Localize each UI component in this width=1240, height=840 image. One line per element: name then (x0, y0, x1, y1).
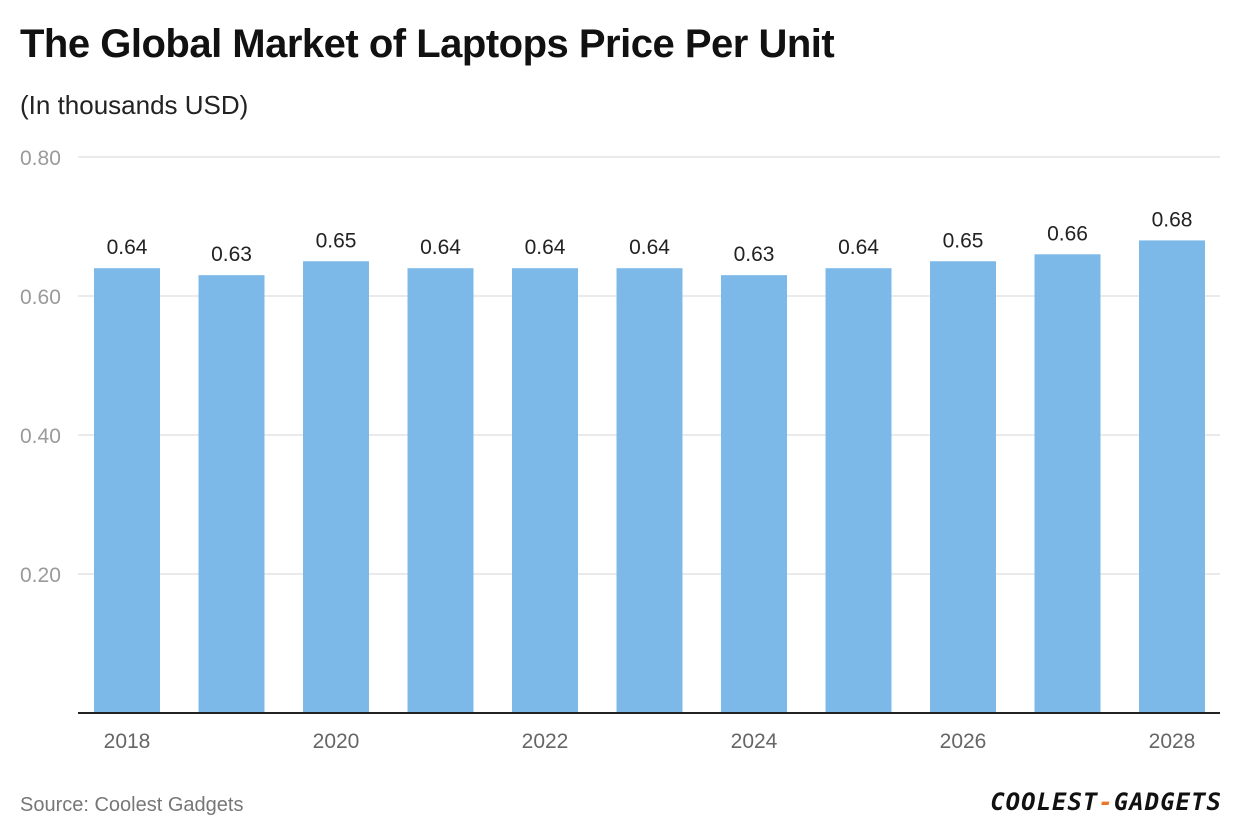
bar-chart: 0.200.400.600.80 0.64 0.630.65 0.64 0.64 0.6… (20, 147, 1220, 753)
data-label-2027: 0.66 (1047, 222, 1088, 245)
data-label-2020: 0.65 (316, 229, 357, 252)
y-axis-ticks: 0.20 0.40 0.60 0.80 (20, 147, 61, 587)
bar-2024 (721, 275, 787, 713)
y-tick-label: 0.20 (20, 564, 61, 587)
brand-logo-left: COOLEST (990, 788, 1099, 816)
data-label-2023: 0.64 (629, 236, 670, 259)
x-axis-ticks: 2018 2020 2022 2024 2026 2028 (104, 730, 1196, 753)
data-label-2021: 0.64 (420, 236, 461, 259)
bar-2020 (303, 261, 369, 713)
bar-2026 (930, 261, 996, 713)
data-label-2018: 0.64 (107, 236, 148, 259)
x-tick-label-2028: 2028 (1149, 730, 1196, 753)
bar-2025 (825, 268, 892, 713)
data-label-2022: 0.64 (525, 236, 566, 259)
x-tick-label-2022: 2022 (522, 730, 569, 753)
chart-subtitle: (In thousands USD) (20, 90, 249, 120)
bar-2018 (94, 268, 160, 713)
bar-2022 (512, 268, 578, 713)
chart-title: The Global Market of Laptops Price Per U… (20, 22, 835, 66)
bar-2028 (1139, 240, 1205, 713)
source-note: Source: Coolest Gadgets (20, 794, 244, 816)
bars (94, 240, 1205, 714)
x-tick-label-2024: 2024 (731, 730, 778, 753)
bar-2027 (1034, 254, 1101, 714)
x-tick-label-2018: 2018 (104, 730, 151, 753)
brand-logo: COOLEST-GADGETS (990, 788, 1222, 816)
data-labels: 0.64 0.63 0.65 0.64 0.64 0.64 0.63 0.64 0.65 0.66… (107, 208, 1193, 266)
bar-2019 (198, 275, 265, 713)
data-label-2024: 0.63 (734, 243, 775, 266)
y-tick-label: 0.60 (20, 286, 61, 309)
data-label-2028: 0.68 (1152, 208, 1193, 231)
brand-logo-dash: - (1098, 788, 1114, 816)
bar-2021 (407, 268, 474, 713)
brand-logo-right: GADGETS (1113, 788, 1222, 816)
y-tick-label: 0.80 (20, 147, 61, 170)
bar-2023 (616, 268, 683, 713)
data-label-2025: 0.64 (838, 236, 879, 259)
y-tick-label: 0.40 (20, 425, 61, 448)
data-label-2019: 0.63 (211, 243, 252, 266)
x-tick-label-2020: 2020 (313, 730, 360, 753)
x-tick-label-2026: 2026 (940, 730, 987, 753)
data-label-2026: 0.65 (943, 229, 984, 252)
